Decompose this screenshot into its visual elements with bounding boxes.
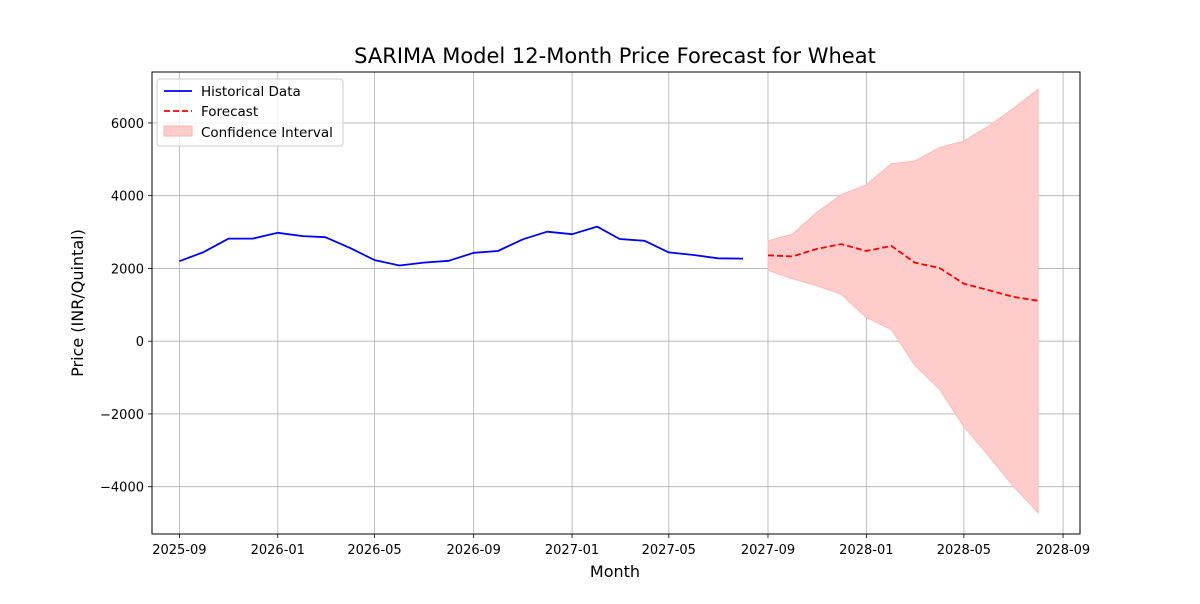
y-tick-label: 4000 [111,190,144,205]
y-tick-label: 2000 [111,262,144,277]
confidence-interval-band [768,89,1038,513]
x-axis-label: Month [590,562,640,581]
y-axis-label: Price (INR/Quintal) [68,229,87,377]
x-tick-label: 2026-09 [447,543,501,558]
x-tick-label: 2028-01 [839,543,893,558]
x-tick-label: 2026-01 [251,543,305,558]
confidence-band [768,89,1038,513]
y-tick-label: 6000 [111,117,144,132]
chart-title: SARIMA Model 12-Month Price Forecast for… [354,44,876,68]
legend-ci-swatch [164,126,192,136]
legend-historical-label: Historical Data [201,84,301,100]
historical-data-line [179,227,743,266]
x-axis-ticks: 2025-09 2026-01 2026-05 2026-09 2027-01 2027-… [152,534,1090,558]
legend-ci-label: Confidence Interval [201,125,333,141]
y-tick-label: 0 [136,335,144,350]
legend: Historical Data Forecast Confidence Inte… [157,79,343,146]
y-tick-label: −4000 [100,481,144,496]
x-tick-label: 2028-05 [937,543,991,558]
legend-forecast-label: Forecast [201,104,258,120]
x-tick-label: 2027-05 [642,543,696,558]
x-tick-label: 2027-01 [545,543,599,558]
x-tick-label: 2025-09 [152,543,206,558]
y-axis-ticks: −4000 −2000 0 2000 4000 6000 [100,117,152,496]
x-tick-label: 2026-05 [347,543,401,558]
x-tick-label: 2027-09 [741,543,795,558]
x-tick-label: 2028-09 [1036,543,1090,558]
y-tick-label: −2000 [100,408,144,423]
